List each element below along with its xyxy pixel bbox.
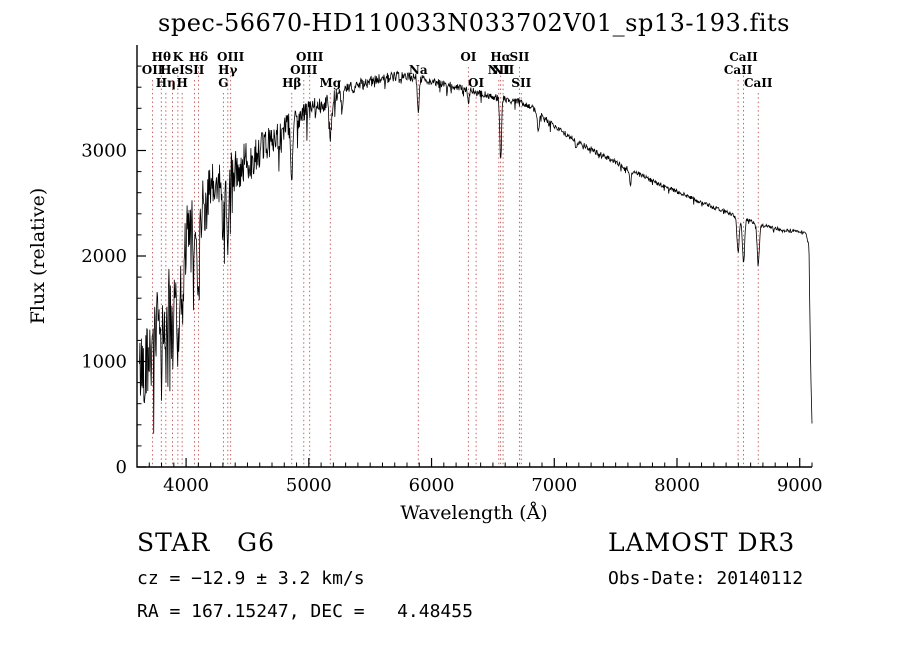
spectral-line-label: H [176, 76, 187, 90]
x-tick-label: 8000 [654, 475, 700, 496]
spectral-line-label: CaII [744, 76, 773, 90]
spectral-line-label: OIII [296, 50, 324, 64]
object-class-text: STAR G6 [137, 528, 275, 557]
spectrum-trace [139, 70, 813, 434]
y-axis-label: Flux (relative) [27, 188, 49, 325]
survey-text: LAMOST DR3 [608, 528, 795, 557]
spectral-line-label: NII [492, 63, 515, 77]
spectral-line-label: Hα [490, 50, 511, 64]
cz-text: cz = −12.9 ± 3.2 km/s [137, 568, 365, 589]
y-tick-label: 2000 [81, 246, 127, 267]
x-tick-label: 6000 [409, 475, 455, 496]
spectral-line-label: Hθ [152, 50, 171, 64]
y-tick-label: 3000 [81, 141, 127, 162]
x-tick-label: 7000 [531, 475, 577, 496]
spectral-line-label: OIII [217, 50, 245, 64]
spectral-line-label: Na [409, 63, 428, 77]
plot-title: spec-56670-HD110033N033702V01_sp13-193.f… [158, 9, 790, 37]
spectral-line-label: G [218, 76, 228, 90]
spectral-line-label: SII [509, 50, 529, 64]
spectral-line-label: OI [460, 50, 476, 64]
x-axis-label: Wavelength (Å) [400, 502, 547, 524]
y-tick-label: 1000 [81, 352, 127, 373]
spectral-line-label: K [173, 50, 184, 64]
y-tick-label: 0 [116, 457, 127, 478]
obs-date-text: Obs-Date: 20140112 [608, 568, 803, 589]
spectral-line-label: NII [488, 63, 511, 77]
spectral-line-label: Mg [319, 76, 341, 90]
axes-group: 4000 5000 6000 7000 8000 9000 0 1000 2000 3000 [81, 45, 823, 496]
spectral-line-label: Hβ [282, 76, 301, 90]
spectral-line-label: Hδ [189, 50, 208, 64]
spectral-line-label: Hγ [218, 63, 237, 77]
spectral-line-label: SII [184, 63, 204, 77]
spectral-line-label: OIII [290, 63, 318, 77]
spectral-line-label: CaII [729, 50, 758, 64]
spectral-line-label: CaII [724, 63, 753, 77]
ra-dec-text: RA = 167.15247, DEC = 4.48455 [137, 601, 473, 622]
spectral-line-label: SII [511, 76, 531, 90]
spectral-line-label: OII [142, 63, 164, 77]
spectral-line-label: Hη [156, 76, 176, 90]
spectral-line-label: OI [468, 76, 484, 90]
spectral-line-markers-group: OIIHθHηHeIKHSIIHδGHγOIIIHβOIIIOIIIMgNaOI… [142, 50, 773, 466]
spectral-line-label: HeI [160, 63, 185, 77]
x-tick-label: 9000 [777, 475, 823, 496]
x-tick-label: 4000 [163, 475, 209, 496]
spectrum-group [139, 70, 813, 434]
x-tick-label: 5000 [286, 475, 332, 496]
